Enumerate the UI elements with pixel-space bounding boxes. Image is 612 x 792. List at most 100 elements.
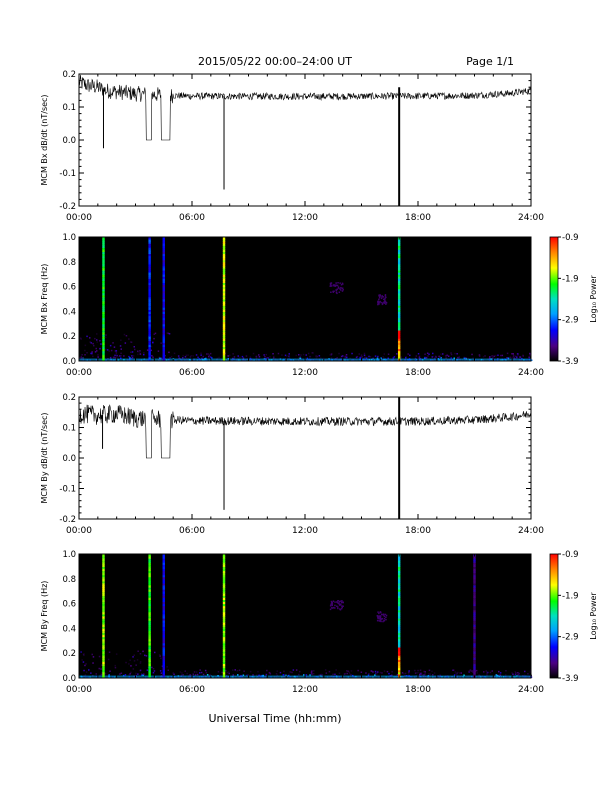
noise-pixel (429, 673, 431, 675)
band-segment (473, 622, 476, 625)
band-segment (222, 319, 226, 323)
noise-pixel (438, 355, 440, 358)
noise-pixel (130, 341, 133, 343)
band-segment (148, 346, 151, 350)
noise-pixel (380, 357, 382, 359)
band-segment (148, 315, 151, 319)
noise-pixel (265, 673, 268, 676)
noise-pixel (81, 659, 83, 661)
band-segment (397, 620, 401, 623)
band-segment (102, 346, 105, 350)
noise-pixel (115, 350, 118, 352)
patch-pixel (377, 620, 379, 622)
noise-pixel (435, 356, 437, 358)
vertical-band (222, 237, 226, 362)
noise-pixel (159, 655, 161, 657)
noise-pixel (209, 356, 212, 358)
noise-pixel (289, 671, 291, 673)
band-segment (102, 272, 105, 275)
noise-pixel (182, 354, 184, 357)
band-segment (148, 284, 151, 288)
band-segment (162, 647, 165, 650)
band-segment (162, 609, 165, 613)
noise-pixel (450, 353, 453, 356)
band-segment (397, 239, 401, 242)
patch-pixel (333, 290, 335, 292)
patch-pixel (330, 600, 333, 603)
x-tick-label: 12:00 (292, 213, 318, 223)
noise-pixel (491, 670, 493, 672)
noise-pixel (305, 674, 308, 676)
band-segment (148, 554, 151, 557)
noise-pixel (192, 355, 194, 357)
band-segment (222, 263, 226, 267)
noise-pixel (193, 671, 196, 673)
band-segment (148, 321, 151, 325)
band-segment (222, 323, 226, 327)
band-segment (473, 673, 476, 677)
x-tick-label: 18:00 (405, 368, 431, 378)
noise-pixel (124, 674, 127, 676)
band-segment (148, 344, 151, 348)
noise-pixel (468, 670, 470, 673)
noise-pixel (227, 355, 229, 357)
band-segment (162, 280, 165, 283)
noise-pixel (365, 672, 367, 674)
band-segment (162, 603, 165, 607)
band-segment (162, 585, 165, 588)
band-segment (162, 589, 165, 592)
patch-pixel (381, 613, 383, 616)
band-segment (102, 241, 105, 244)
band-segment (148, 356, 151, 360)
patch-pixel (332, 291, 335, 293)
band-segment (148, 265, 151, 269)
noise-pixel (320, 357, 322, 359)
band-segment (102, 261, 105, 265)
band-segment (148, 249, 151, 252)
band-segment (162, 253, 165, 257)
band-segment (148, 241, 151, 244)
noise-pixel (166, 332, 168, 334)
band-segment (397, 611, 401, 615)
band-segment (102, 342, 105, 345)
colorbar-label: Log₁₀ Power (589, 275, 598, 323)
band-segment (102, 574, 105, 578)
noise-pixel (381, 672, 383, 674)
noise-pixel (131, 356, 134, 359)
band-segment (397, 669, 401, 673)
noise-pixel (374, 355, 377, 357)
noise-pixel (82, 661, 85, 663)
noise-pixel (249, 356, 252, 358)
band-segment (162, 580, 165, 584)
noise-pixel (424, 673, 426, 675)
band-segment (148, 611, 151, 615)
x-tick-label: 06:00 (179, 213, 205, 223)
band-segment (222, 580, 226, 584)
band-segment (148, 603, 151, 607)
band-segment (397, 566, 401, 569)
colorbar-gradient (549, 553, 559, 679)
band-segment (222, 587, 226, 590)
band-segment (162, 564, 165, 567)
noise-pixel (247, 674, 249, 676)
noise-pixel (450, 357, 452, 359)
y-tick-label: 0.6 (62, 283, 76, 293)
band-segment (102, 307, 105, 310)
noise-pixel (258, 354, 260, 356)
band-segment (102, 334, 105, 337)
noise-pixel (123, 333, 126, 336)
band-segment (473, 589, 476, 592)
band-segment (162, 591, 165, 594)
patch-pixel (334, 601, 336, 603)
band-segment (397, 245, 401, 248)
noise-pixel (445, 355, 447, 357)
noise-pixel (344, 356, 346, 359)
noise-pixel (318, 355, 321, 357)
noise-pixel (387, 353, 390, 355)
patch-pixel (382, 614, 385, 616)
noise-pixel (298, 354, 300, 356)
band-segment (102, 630, 105, 634)
noise-pixel (91, 353, 93, 355)
noise-pixel (158, 356, 160, 359)
band-segment (148, 288, 151, 292)
